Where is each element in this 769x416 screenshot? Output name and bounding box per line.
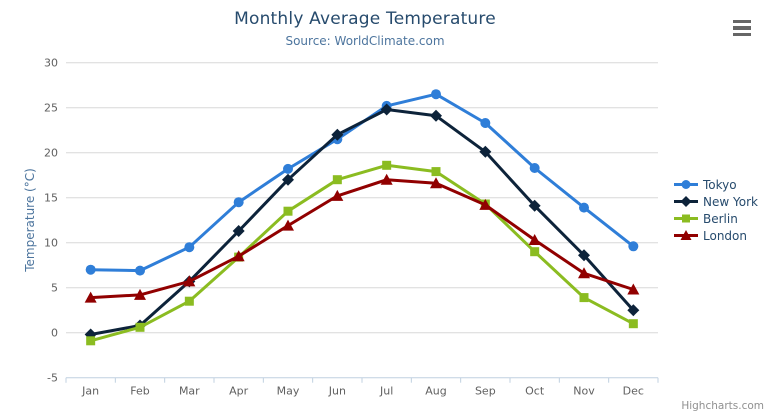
data-point-new-york[interactable] <box>380 103 393 116</box>
chart-title: Monthly Average Temperature <box>234 9 496 29</box>
x-axis-label: Aug <box>425 385 446 398</box>
data-point-tokyo[interactable] <box>431 89 441 100</box>
series-line-london <box>89 178 635 300</box>
data-point-london[interactable] <box>282 219 294 231</box>
legend-label: London <box>703 228 747 243</box>
data-point-london[interactable] <box>479 198 492 210</box>
data-point-tokyo[interactable] <box>480 118 491 128</box>
triangle-marker-icon <box>674 230 698 240</box>
y-axis-label: 10 <box>44 237 58 250</box>
y-axis-label: 20 <box>44 147 58 160</box>
data-point-london[interactable] <box>380 173 393 185</box>
data-point-new-york[interactable] <box>479 145 492 158</box>
data-point-new-york[interactable] <box>578 249 590 262</box>
legend-item-berlin[interactable]: Berlin <box>674 210 758 227</box>
diamond-marker-icon <box>674 196 698 207</box>
legend-symbol <box>680 196 692 207</box>
data-point-new-york[interactable] <box>528 199 541 212</box>
x-axis-label: Jul <box>379 385 393 398</box>
x-axis-label: Feb <box>130 385 149 398</box>
data-point-london[interactable] <box>528 234 541 245</box>
data-point-london[interactable] <box>232 250 245 262</box>
legend-label: Tokyo <box>703 177 737 192</box>
y-axis-label: 5 <box>51 282 58 295</box>
x-axis-label: Sep <box>475 385 496 398</box>
circle-marker-icon <box>674 180 698 189</box>
data-point-new-york[interactable] <box>331 128 344 141</box>
data-point-new-york[interactable] <box>430 109 442 122</box>
legend: Tokyo New York Berlin London <box>674 176 758 244</box>
legend-symbol <box>681 180 691 189</box>
legend-symbol <box>682 214 690 223</box>
legend-label: New York <box>703 194 758 209</box>
data-point-new-york[interactable] <box>232 225 245 237</box>
data-point-berlin[interactable] <box>530 247 540 257</box>
legend-item-new-york[interactable]: New York <box>674 193 758 210</box>
data-point-berlin[interactable] <box>431 167 441 177</box>
hamburger-icon <box>733 26 751 30</box>
data-point-tokyo[interactable] <box>529 163 540 173</box>
data-point-tokyo[interactable] <box>579 202 589 213</box>
data-point-berlin[interactable] <box>332 175 342 185</box>
export-menu-button[interactable] <box>733 20 751 36</box>
legend-item-tokyo[interactable]: Tokyo <box>674 176 758 193</box>
data-point-london[interactable] <box>183 275 196 287</box>
x-axis-label: May <box>277 385 300 398</box>
y-axis-label: 0 <box>51 327 58 340</box>
data-point-berlin[interactable] <box>86 336 96 346</box>
data-point-tokyo[interactable] <box>184 242 195 253</box>
y-axis-title: Temperature (°C) <box>23 168 37 272</box>
legend-symbol <box>680 230 692 240</box>
data-point-berlin[interactable] <box>283 206 293 216</box>
x-axis-label: Mar <box>179 385 200 398</box>
data-point-london[interactable] <box>134 288 146 300</box>
y-axis-label: 25 <box>44 102 58 115</box>
data-point-berlin[interactable] <box>628 319 638 329</box>
chart-subtitle: Source: WorldClimate.com <box>285 34 445 48</box>
data-point-tokyo[interactable] <box>283 163 293 174</box>
x-axis-label: Apr <box>229 385 249 398</box>
data-point-berlin[interactable] <box>579 293 589 303</box>
data-point-berlin[interactable] <box>135 322 145 332</box>
legend-item-london[interactable]: London <box>674 227 758 244</box>
hamburger-icon <box>733 32 751 36</box>
data-point-tokyo[interactable] <box>135 265 145 276</box>
data-point-london[interactable] <box>430 177 442 189</box>
data-point-tokyo[interactable] <box>85 264 96 275</box>
data-point-london[interactable] <box>578 267 590 279</box>
x-axis-label: Dec <box>623 385 644 398</box>
square-marker-icon <box>674 214 698 223</box>
data-point-berlin[interactable] <box>382 160 392 170</box>
legend-label: Berlin <box>703 211 738 226</box>
data-point-new-york[interactable] <box>627 304 640 317</box>
data-point-london[interactable] <box>84 291 97 303</box>
hamburger-icon <box>733 20 751 24</box>
series-line-berlin <box>89 163 635 343</box>
data-point-berlin[interactable] <box>184 296 194 306</box>
x-axis-label: Jun <box>328 385 346 398</box>
x-axis-label: Jan <box>81 385 99 398</box>
credits-link[interactable]: Highcharts.com <box>681 400 764 412</box>
data-point-tokyo[interactable] <box>628 241 639 252</box>
y-axis-label: -5 <box>47 372 58 385</box>
data-point-new-york[interactable] <box>282 173 294 186</box>
data-point-london[interactable] <box>331 189 344 201</box>
x-axis-label: Oct <box>525 385 545 398</box>
data-point-london[interactable] <box>627 283 640 295</box>
y-axis-label: 15 <box>44 192 58 205</box>
data-point-tokyo[interactable] <box>233 197 244 208</box>
y-axis-label: 30 <box>44 57 58 70</box>
series-line-new-york <box>89 108 635 336</box>
x-axis-label: Nov <box>573 385 595 398</box>
